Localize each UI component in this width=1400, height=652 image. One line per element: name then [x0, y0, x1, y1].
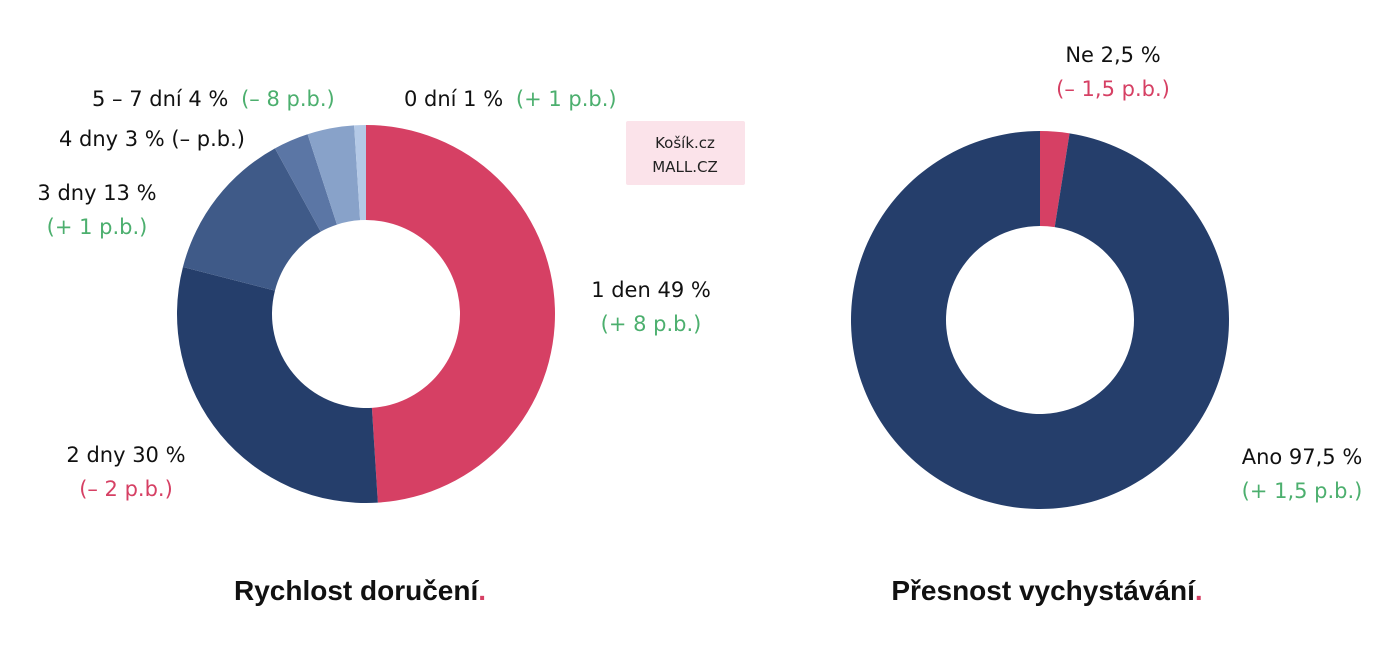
donut-slice-chart1-slices-0 [366, 125, 555, 503]
slice-label-2-dny: 2 dny 30 % [66, 443, 185, 467]
donut-slice-chart2-slices-0 [1040, 131, 1070, 228]
slice-change-ne: (– 1,5 p.b.) [1056, 77, 1170, 101]
slice-label-5-7-dni-text: 5 – 7 dní 4 % [92, 87, 228, 111]
retailer-badge-line-2: MALL.CZ [652, 158, 717, 176]
chart-title-delivery-speed-text: Rychlost doručení [234, 575, 479, 606]
slice-label-ano: Ano 97,5 % [1242, 445, 1363, 469]
slice-label-ne: Ne 2,5 % [1065, 43, 1160, 67]
slice-change-ano: (+ 1,5 p.b.) [1242, 479, 1363, 503]
slice-change-2-dny: (– 2 p.b.) [79, 477, 173, 501]
picking-accuracy-donut-chart: Ne 2,5 % (– 1,5 p.b.) Ano 97,5 % (+ 1,5 … [851, 43, 1362, 606]
donut-slice-chart1-slices-4 [307, 125, 361, 225]
slice-change-1-den: (+ 8 p.b.) [601, 312, 702, 336]
donut-slice-chart1-slices-5 [354, 125, 366, 221]
slice-label-1-den: 1 den 49 % [591, 278, 711, 302]
chart-title-picking-accuracy: Přesnost vychystávání. [891, 575, 1202, 606]
chart-title-delivery-speed: Rychlost doručení. [234, 575, 486, 606]
title-dot: . [1195, 575, 1203, 606]
slice-label-3-dny: 3 dny 13 % [37, 181, 156, 205]
slice-label-0-dni-text: 0 dní 1 % [404, 87, 503, 111]
slice-label-5-7-dni: 5 – 7 dní 4 % (– 8 p.b.) [92, 87, 335, 111]
slice-change-3-dny: (+ 1 p.b.) [47, 215, 148, 239]
title-dot: . [478, 575, 486, 606]
delivery-speed-donut-chart: 1 den 49 % (+ 8 p.b.) 2 dny 30 % (– 2 p.… [37, 87, 710, 606]
donut-slice-chart1-slices-2 [182, 148, 321, 291]
picking-accuracy-slices [851, 131, 1230, 509]
slice-label-4-dny: 4 dny 3 % (– p.b.) [59, 127, 245, 151]
donut-slice-chart1-slices-1 [176, 266, 378, 503]
donut-slice-chart1-slices-3 [274, 134, 337, 232]
slice-label-0-dni: 0 dní 1 % (+ 1 p.b.) [404, 87, 617, 111]
retailer-badge: Košík.cz MALL.CZ [626, 121, 745, 185]
chart-title-picking-accuracy-text: Přesnost vychystávání [891, 575, 1196, 606]
delivery-speed-slices [176, 125, 555, 503]
slice-change-5-7-dni: (– 8 p.b.) [241, 87, 335, 111]
donut-slice-chart2-slices-1 [851, 131, 1230, 509]
retailer-badge-background [626, 121, 745, 185]
retailer-badge-line-1: Košík.cz [655, 134, 715, 152]
slice-change-0-dni: (+ 1 p.b.) [516, 87, 617, 111]
